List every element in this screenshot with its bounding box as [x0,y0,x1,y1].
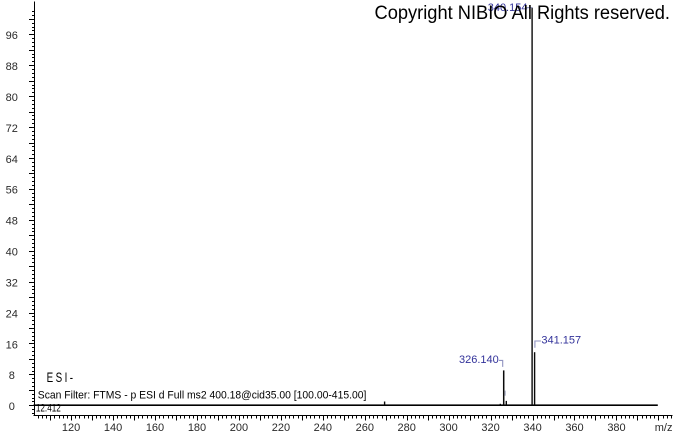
svg-text:ESI-: ESI- [47,369,76,385]
svg-text:72: 72 [6,123,18,135]
svg-text:260: 260 [356,422,374,434]
svg-text:340: 340 [523,422,541,434]
svg-text:360: 360 [565,422,583,434]
svg-text:326.140: 326.140 [459,354,499,366]
svg-text:48: 48 [6,216,18,228]
svg-text:56: 56 [6,185,18,197]
svg-text:120: 120 [62,422,80,434]
svg-text:8: 8 [9,370,15,382]
svg-text:280: 280 [398,422,416,434]
svg-text:32: 32 [6,277,18,289]
svg-text:140: 140 [104,422,122,434]
svg-text:240: 240 [314,422,332,434]
svg-text:Scan Filter: FTMS - p ESI d Fu: Scan Filter: FTMS - p ESI d Full ms2 400… [38,390,367,402]
svg-text:12.412: 12.412 [36,402,61,415]
svg-text:160: 160 [146,422,164,434]
svg-text:220: 220 [272,422,290,434]
svg-text:80: 80 [6,92,18,104]
svg-text:24: 24 [6,308,18,320]
svg-text:340.154: 340.154 [488,2,528,14]
svg-text:180: 180 [188,422,206,434]
svg-text:320: 320 [481,422,499,434]
svg-text:88: 88 [6,61,18,73]
svg-text:40: 40 [6,247,18,259]
svg-text:64: 64 [6,154,18,166]
svg-text:380: 380 [607,422,625,434]
svg-text:16: 16 [6,339,18,351]
svg-text:0: 0 [9,401,15,413]
svg-text:200: 200 [230,422,248,434]
svg-text:341.157: 341.157 [541,335,581,347]
svg-text:m/z: m/z [655,422,673,434]
svg-text:Copyright NIBIO All Rights res: Copyright NIBIO All Rights reserved. [375,3,671,24]
svg-text:300: 300 [439,422,457,434]
svg-text:96: 96 [6,30,18,42]
